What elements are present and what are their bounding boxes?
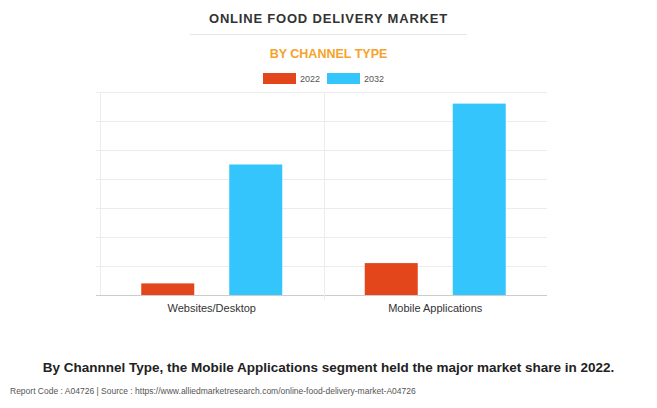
grid-line: [96, 295, 547, 296]
category-separator: [324, 92, 325, 300]
x-tick-label: Websites/Desktop: [168, 302, 256, 314]
y-axis-line: [100, 92, 101, 295]
bar: [365, 263, 418, 295]
x-tick-label: Mobile Applications: [388, 302, 483, 314]
footer: Report Code : A04726 | Source : https://…: [10, 386, 416, 396]
caption: By Channnel Type, the Mobile Application…: [43, 360, 615, 375]
bar: [453, 104, 506, 295]
legend-swatch: [263, 73, 296, 84]
legend-swatch: [327, 73, 360, 84]
grid-line: [96, 92, 547, 93]
bars: [141, 104, 506, 295]
subtitle: BY CHANNEL TYPE: [270, 47, 388, 61]
bar: [141, 283, 194, 295]
legend-label: 2022: [300, 74, 320, 84]
chart: ONLINE FOOD DELIVERY MARKET BY CHANNEL TY…: [0, 0, 657, 408]
title-divider: [190, 34, 467, 35]
title: ONLINE FOOD DELIVERY MARKET: [209, 11, 448, 26]
legend-label: 2032: [364, 74, 384, 84]
bar: [229, 165, 282, 296]
legend: 2022 2032: [263, 73, 384, 84]
chart-container: ONLINE FOOD DELIVERY MARKET BY CHANNEL TY…: [0, 0, 657, 408]
